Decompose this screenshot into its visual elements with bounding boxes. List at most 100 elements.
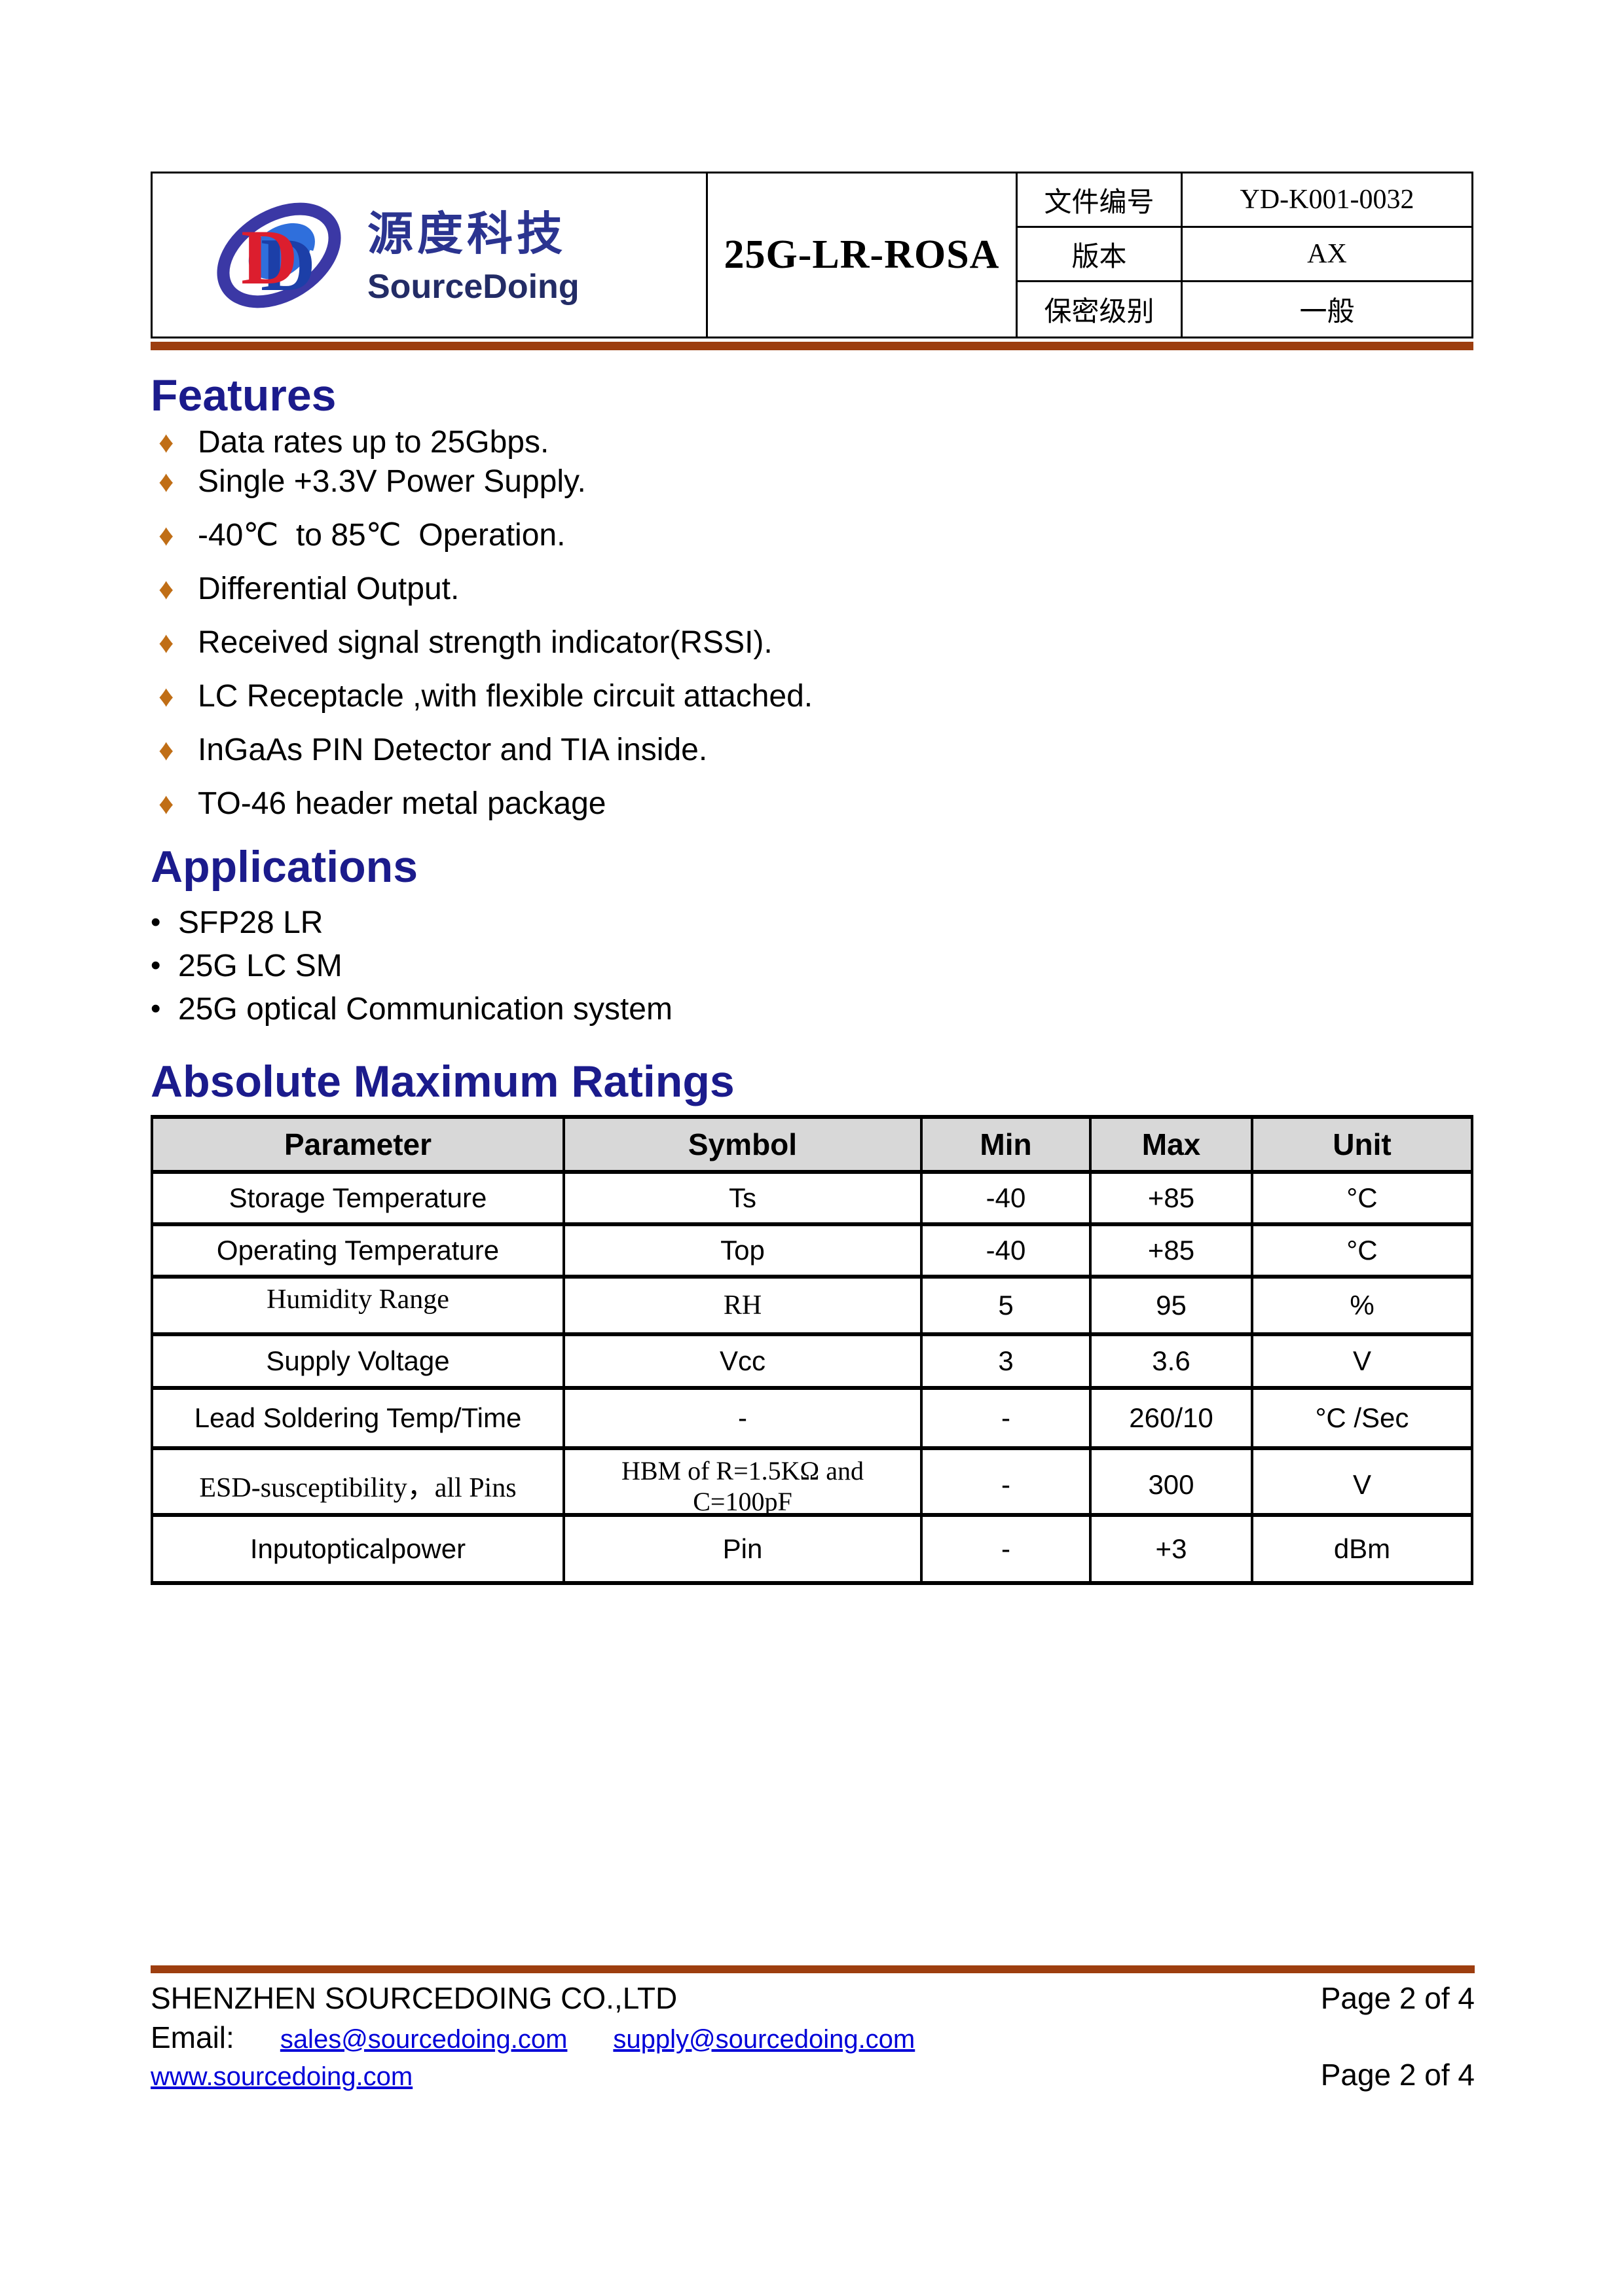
feature-text: LC Receptacle ,with flexible circuit att… <box>198 678 813 714</box>
cell-unit: V <box>1352 1345 1371 1376</box>
cell-parameter: Supply Voltage <box>153 1336 565 1386</box>
diamond-bullet-icon: ♦ <box>158 425 174 459</box>
feature-item: ♦ TO-46 header metal package <box>151 785 1473 822</box>
table-row: Humidity Range RH 5 95 % <box>153 1279 1471 1336</box>
cell-parameter: Storage Temperature <box>153 1174 565 1222</box>
cell-min: - <box>923 1450 1092 1520</box>
page-number: Page 2 of 4 <box>1320 2058 1475 2092</box>
website-link[interactable]: www.sourcedoing.com <box>151 2062 413 2091</box>
cell-min: -40 <box>923 1226 1092 1275</box>
feature-text: Data rates up to 25Gbps. <box>198 424 549 460</box>
page-footer: SHENZHEN SOURCEDOING CO.,LTD Page 2 of 4… <box>151 1965 1475 2095</box>
supply-email-link[interactable]: supply@sourcedoing.com <box>613 2025 915 2054</box>
cell-min: 5 <box>923 1279 1092 1332</box>
cell-symbol: Ts <box>565 1174 923 1222</box>
table-row: ESD-susceptibility，all Pins HBM of R=1.5… <box>153 1450 1471 1520</box>
application-item: • 25G optical Communication system <box>151 991 1473 1027</box>
cell-unit: °C <box>1346 1182 1378 1213</box>
document-header-table: D D 源度科技 SourceDoing 25G-LR-ROSA 文件编号 YD… <box>151 172 1473 338</box>
meta-value-doc-number: YD-K001-0032 <box>1183 173 1471 228</box>
cell-parameter: Humidity Range <box>153 1279 565 1332</box>
product-title: 25G-LR-ROSA <box>708 173 1018 337</box>
table-row: Lead Soldering Temp/Time - - 260/10 °C /… <box>153 1390 1471 1450</box>
cell-max: 260/10 <box>1092 1390 1253 1446</box>
application-text: SFP28 LR <box>178 905 323 940</box>
feature-item: ♦ -40℃ to 85℃ Operation. <box>151 517 1473 553</box>
header-divider-rule <box>151 342 1473 350</box>
meta-label-version: 版本 <box>1018 228 1183 282</box>
cell-symbol: Vcc <box>565 1336 923 1386</box>
feature-item: ♦ Differential Output. <box>151 570 1473 607</box>
features-heading: Features <box>151 371 337 420</box>
email-group: Email: sales@sourcedoing.com supply@sour… <box>151 2020 915 2056</box>
cell-unit: V <box>1352 1469 1371 1500</box>
feature-text: Received signal strength indicator(RSSI)… <box>198 625 773 660</box>
company-name: SHENZHEN SOURCEDOING CO.,LTD <box>151 1981 678 2015</box>
cell-symbol: HBM of R=1.5KΩ and C=100pF <box>565 1450 923 1520</box>
dot-bullet-icon: • <box>151 993 161 1025</box>
cell-unit: °C /Sec <box>1315 1402 1409 1433</box>
feature-item: ♦ InGaAs PIN Detector and TIA inside. <box>151 731 1473 768</box>
sales-email-link[interactable]: sales@sourcedoing.com <box>280 2025 568 2054</box>
logo-monogram-blue: D <box>261 223 316 307</box>
diamond-bullet-icon: ♦ <box>158 572 174 606</box>
column-header-min: Min <box>923 1119 1092 1170</box>
cell-min: -40 <box>923 1174 1092 1222</box>
company-logo: D D 源度科技 SourceDoing <box>213 193 646 318</box>
column-header-parameter: Parameter <box>153 1119 565 1170</box>
logo-monogram-red: D <box>241 213 298 301</box>
cell-parameter: Operating Temperature <box>153 1226 565 1275</box>
feature-text: -40℃ to 85℃ Operation. <box>198 518 566 553</box>
ratings-table: Parameter Symbol Min Max Unit Storage Te… <box>151 1115 1473 1585</box>
feature-item: ♦ Single +3.3V Power Supply. <box>151 463 1473 500</box>
dot-bullet-icon: • <box>151 949 161 981</box>
page-content: D D 源度科技 SourceDoing 25G-LR-ROSA 文件编号 YD… <box>151 172 1473 1585</box>
cell-min: - <box>923 1517 1092 1581</box>
ratings-heading: Absolute Maximum Ratings <box>151 1057 735 1106</box>
cell-min: - <box>923 1390 1092 1446</box>
cell-max: +85 <box>1092 1174 1253 1222</box>
meta-value-confidentiality: 一般 <box>1299 297 1355 327</box>
applications-heading: Applications <box>151 842 418 892</box>
table-row: Operating Temperature Top -40 +85 °C <box>153 1226 1471 1279</box>
feature-text: Single +3.3V Power Supply. <box>198 464 586 499</box>
diamond-bullet-icon: ♦ <box>158 786 174 820</box>
column-header-max: Max <box>1092 1119 1253 1170</box>
diamond-bullet-icon: ♦ <box>158 518 174 552</box>
logo-chinese-name: 源度科技 <box>367 208 566 259</box>
cell-max: +3 <box>1092 1517 1253 1581</box>
cell-max: 300 <box>1092 1450 1253 1520</box>
feature-item: ♦ Received signal strength indicator(RSS… <box>151 624 1473 661</box>
feature-text: Differential Output. <box>198 571 460 606</box>
feature-item: ♦ Data rates up to 25Gbps. <box>151 424 1473 460</box>
application-item: • SFP28 LR <box>151 904 1473 941</box>
diamond-bullet-icon: ♦ <box>158 464 174 498</box>
cell-symbol: - <box>565 1390 923 1446</box>
page-number: Page 2 of 4 <box>1320 1981 1475 2015</box>
cell-min: 3 <box>923 1336 1092 1386</box>
cell-unit: °C <box>1346 1235 1378 1266</box>
application-text: 25G LC SM <box>178 948 342 983</box>
sourcedoing-logo-icon: D D 源度科技 SourceDoing <box>216 202 580 308</box>
cell-parameter: Inputopticalpower <box>153 1517 565 1581</box>
feature-text: TO-46 header metal package <box>198 786 606 821</box>
feature-text: InGaAs PIN Detector and TIA inside. <box>198 732 708 767</box>
logo-english-name: SourceDoing <box>367 268 580 306</box>
cell-symbol: Pin <box>565 1517 923 1581</box>
column-header-unit: Unit <box>1333 1127 1392 1161</box>
meta-label-doc-number: 文件编号 <box>1018 173 1183 228</box>
meta-value-version: AX <box>1183 228 1471 282</box>
cell-unit: % <box>1350 1290 1375 1321</box>
table-row: Inputopticalpower Pin - +3 dBm <box>153 1517 1471 1581</box>
cell-max: 95 <box>1092 1279 1253 1332</box>
diamond-bullet-icon: ♦ <box>158 733 174 767</box>
cell-symbol: RH <box>565 1279 923 1332</box>
cell-parameter: ESD-susceptibility，all Pins <box>153 1450 565 1520</box>
meta-label-confidentiality: 保密级别 <box>1018 282 1183 337</box>
cell-unit: dBm <box>1333 1533 1391 1564</box>
footer-divider-rule <box>151 1965 1475 1973</box>
application-item: • 25G LC SM <box>151 947 1473 984</box>
column-header-symbol: Symbol <box>565 1119 923 1170</box>
table-header-row: Parameter Symbol Min Max Unit <box>153 1119 1471 1174</box>
